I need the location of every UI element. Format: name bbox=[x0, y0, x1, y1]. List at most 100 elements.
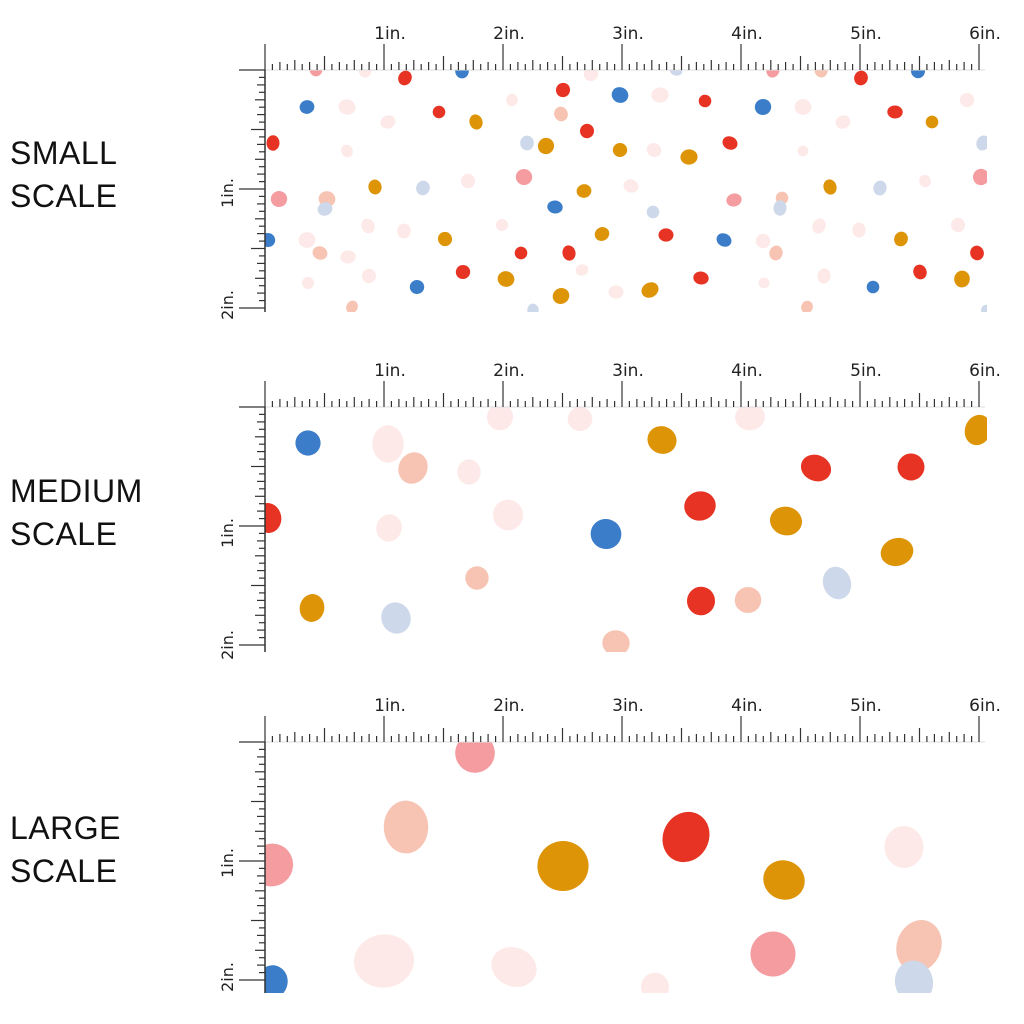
lightblue-dot bbox=[976, 135, 987, 151]
ruler-label-1in: 1in. bbox=[374, 361, 406, 381]
peach-dot bbox=[734, 586, 762, 614]
gold-dot bbox=[647, 426, 677, 454]
red-dot bbox=[897, 453, 925, 481]
ruler-left bbox=[239, 406, 266, 652]
pink-dot bbox=[972, 168, 987, 186]
gold-dot bbox=[299, 594, 325, 622]
blush-dot bbox=[380, 115, 396, 129]
blush-dot bbox=[457, 459, 481, 485]
red-dot bbox=[266, 135, 280, 151]
blush-dot bbox=[495, 218, 509, 232]
red-dot bbox=[658, 228, 674, 242]
blush-dot bbox=[919, 174, 931, 188]
gold-dot bbox=[368, 179, 382, 195]
ruler-top bbox=[264, 44, 985, 71]
blue-dot bbox=[265, 232, 276, 248]
ruler-left bbox=[239, 69, 266, 312]
blue-dot bbox=[910, 70, 926, 79]
ruler-label-4in: 4in. bbox=[731, 361, 763, 381]
dots bbox=[265, 742, 942, 993]
red-dot bbox=[913, 264, 927, 280]
blush-dot bbox=[341, 144, 353, 158]
blush-dot bbox=[755, 233, 771, 249]
gold-dot bbox=[437, 231, 453, 247]
gold-dot bbox=[894, 231, 908, 247]
blush-dot bbox=[835, 115, 851, 129]
gold-dot bbox=[954, 270, 970, 288]
peach-dot bbox=[383, 800, 429, 854]
blush-dot bbox=[640, 972, 670, 993]
lightblue-dot bbox=[894, 960, 934, 993]
blush-dot bbox=[583, 70, 599, 82]
side-label-1in: 1in. bbox=[218, 848, 237, 878]
pattern-swatch-small: 1in. 2in. 3in. 4in. 5in. 6in. 1in. 2in. bbox=[218, 24, 1001, 320]
blush-dot bbox=[491, 947, 537, 987]
gold-dot bbox=[612, 142, 628, 158]
blush-dot bbox=[646, 143, 662, 157]
red-dot bbox=[686, 586, 716, 616]
lightblue-dot bbox=[873, 180, 887, 196]
blush-dot bbox=[338, 99, 356, 115]
side-label-1in: 1in. bbox=[218, 518, 237, 548]
blush-dot bbox=[301, 276, 315, 290]
blue-dot bbox=[265, 965, 288, 993]
ruler-label-6in: 6in. bbox=[969, 361, 1001, 381]
peach-dot bbox=[602, 630, 630, 652]
ruler-label-2in: 2in. bbox=[493, 696, 525, 716]
blush-dot bbox=[608, 285, 624, 299]
pink-dot bbox=[726, 193, 742, 207]
gold-dot bbox=[925, 115, 939, 129]
peach-dot bbox=[814, 70, 828, 78]
pink-dot bbox=[455, 742, 495, 773]
dots bbox=[265, 407, 987, 652]
scale-label-line-2: SCALE bbox=[10, 178, 118, 214]
gold-dot bbox=[537, 840, 589, 892]
ruler-label-2in: 2in. bbox=[493, 24, 525, 44]
scale-label-line-1: LARGE bbox=[10, 810, 121, 846]
red-dot bbox=[562, 245, 576, 261]
peach-dot bbox=[465, 566, 489, 590]
scale-label: MEDIUM SCALE bbox=[10, 470, 143, 556]
red-dot bbox=[800, 454, 832, 482]
ruler-label-1in: 1in. bbox=[374, 696, 406, 716]
ruler-label-1in: 1in. bbox=[374, 24, 406, 44]
ruler-top bbox=[264, 716, 985, 743]
scale-label-line-1: SMALL bbox=[10, 135, 118, 171]
blue-dot bbox=[754, 98, 772, 116]
blush-dot bbox=[797, 145, 809, 157]
blush-dot bbox=[376, 514, 402, 542]
blush-dot bbox=[340, 250, 356, 264]
blush-dot bbox=[575, 264, 589, 276]
peach-dot bbox=[554, 106, 568, 122]
ruler-label-4in: 4in. bbox=[731, 24, 763, 44]
pink-dot bbox=[766, 70, 780, 78]
dots bbox=[265, 70, 987, 312]
ruler-label-6in: 6in. bbox=[969, 24, 1001, 44]
blue-dot bbox=[611, 87, 629, 103]
ruler-label-5in: 5in. bbox=[850, 696, 882, 716]
ruler-top bbox=[264, 381, 985, 408]
lightblue-dot bbox=[980, 304, 987, 312]
scale-label-line-2: SCALE bbox=[10, 516, 118, 552]
gold-dot bbox=[537, 137, 555, 155]
lightblue-dot bbox=[520, 135, 534, 151]
pink-dot bbox=[265, 843, 294, 887]
ruler-label-5in: 5in. bbox=[850, 24, 882, 44]
section-small-scale: SMALL SCALE 1in. 2in. 3in. 4in. 5in. 6in… bbox=[0, 0, 1024, 320]
lightblue-dot bbox=[416, 180, 430, 196]
red-dot bbox=[398, 70, 412, 86]
red-dot bbox=[432, 105, 446, 119]
ruler-label-5in: 5in. bbox=[850, 361, 882, 381]
red-dot bbox=[722, 136, 738, 150]
pattern-swatch-medium: 1in. 2in. 3in. 4in. 5in. 6in. 1in. 2in. bbox=[218, 361, 1001, 660]
pink-dot bbox=[515, 168, 533, 186]
blush-dot bbox=[358, 70, 372, 78]
blush-dot bbox=[492, 499, 524, 531]
blush-dot bbox=[884, 826, 924, 868]
red-dot bbox=[693, 271, 709, 285]
pattern-swatch-large: 1in. 2in. 3in. 4in. 5in. 6in. 1in. 2in. bbox=[218, 696, 1001, 993]
side-label-1in: 1in. bbox=[218, 178, 237, 208]
side-label-2in: 2in. bbox=[218, 962, 237, 992]
section-large-scale: LARGE SCALE 1in. 2in. 3in. 4in. 5in. 6in… bbox=[0, 675, 1024, 1005]
red-dot bbox=[555, 82, 571, 98]
